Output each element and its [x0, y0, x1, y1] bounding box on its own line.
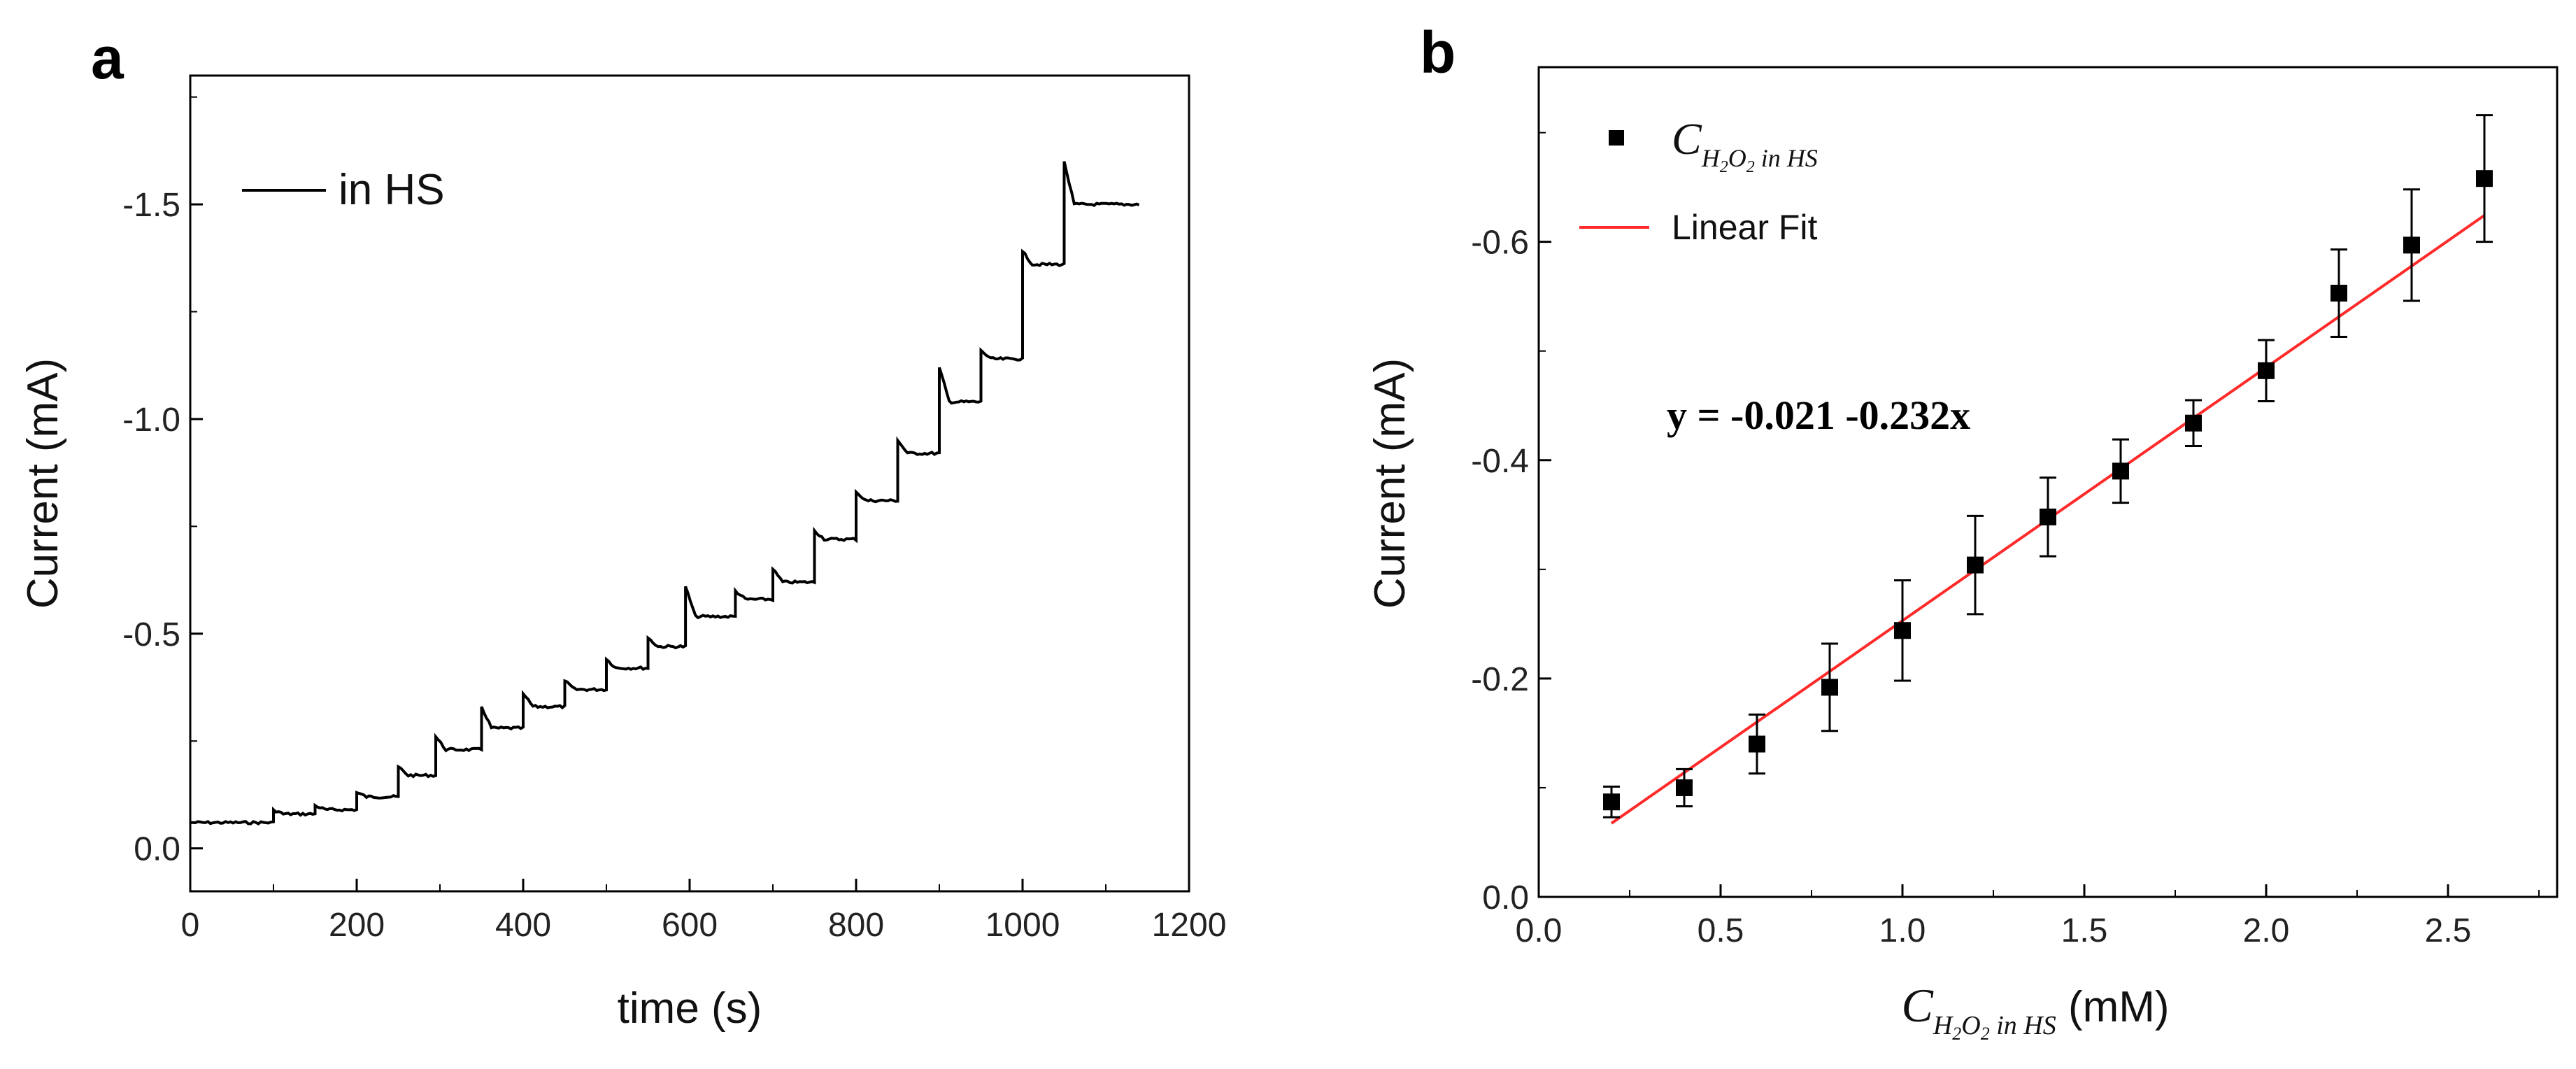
point-marker — [2403, 236, 2420, 254]
x-tick-label-b: 2.5 — [2425, 912, 2472, 949]
data-point — [2112, 438, 2129, 504]
point-marker — [1967, 556, 1984, 574]
data-point — [1603, 785, 1620, 819]
data-point — [1894, 579, 1911, 682]
legend-marker-square — [1609, 130, 1624, 146]
x-tick-label-a: 600 — [662, 907, 718, 944]
series-line-in-hs — [190, 161, 1140, 826]
x-tick-label-a: 800 — [828, 907, 884, 944]
data-points — [1603, 114, 2493, 819]
data-point — [2476, 114, 2493, 243]
legend-label-a: in HS — [339, 166, 445, 214]
x-tick-label-a: 400 — [495, 907, 551, 944]
data-point — [2185, 399, 2202, 448]
x-tick-label-b: 0.0 — [1516, 912, 1563, 949]
x-tick-label-a: 1000 — [985, 907, 1060, 944]
point-marker — [2258, 362, 2275, 379]
legend-label-concentration: CH2O2 in HS — [1672, 114, 1818, 176]
x-axis-title-a: time (s) — [618, 984, 762, 1033]
data-point — [2403, 188, 2420, 302]
x-tick-label-a: 1200 — [1152, 907, 1227, 944]
point-marker — [1821, 679, 1838, 696]
y-tick-label-a: -0.5 — [122, 616, 180, 653]
y-tick-label-a: -1.5 — [122, 187, 180, 224]
x-ticks-b: 0.0 0.5 1.0 1.5 2.0 2.5 — [1516, 884, 2540, 949]
panel-a: 0 200 400 600 800 1000 1200 0.0 -0.5 -1.0 -1.5 in… — [19, 74, 1227, 1033]
data-point — [1821, 642, 1838, 732]
x-tick-label-b: 0.5 — [1698, 912, 1744, 949]
y-axis-title-b: Current (mA) — [1366, 358, 1414, 609]
point-marker — [2185, 414, 2202, 432]
y-tick-label-b: -0.2 — [1471, 661, 1529, 698]
y-axis-title-a: Current (mA) — [19, 358, 67, 609]
point-marker — [1676, 779, 1693, 796]
point-marker — [2331, 285, 2347, 302]
panel-label-a: a — [91, 25, 124, 91]
data-point — [2040, 476, 2056, 558]
x-tick-label-a: 0 — [181, 907, 200, 944]
data-point — [1676, 767, 1693, 807]
x-tick-label-a: 200 — [329, 907, 385, 944]
x-ticks-a: 0 200 400 600 800 1000 1200 — [181, 879, 1227, 944]
point-marker — [1894, 622, 1911, 639]
panel-b: 0.0 0.5 1.0 1.5 2.0 2.5 0.0 -0.2 -0.4 -0.6 CH2O2… — [1366, 66, 2559, 1044]
x-axis-title-b: CH2O2 in HS (mM) — [1901, 979, 2169, 1044]
data-point — [1967, 514, 1984, 616]
data-point — [1749, 713, 1765, 775]
x-tick-label-b: 2.0 — [2243, 912, 2290, 949]
data-point — [2331, 248, 2347, 338]
x-tick-label-b: 1.0 — [1879, 912, 1926, 949]
y-tick-label-b: -0.4 — [1471, 443, 1529, 480]
y-tick-label-b: -0.6 — [1471, 225, 1529, 262]
point-marker — [2040, 508, 2056, 525]
y-tick-label-b: 0.0 — [1482, 879, 1529, 916]
legend-label-fit: Linear Fit — [1672, 208, 1818, 247]
data-point — [2258, 339, 2275, 403]
y-tick-label-a: 0.0 — [134, 831, 180, 868]
plot-frame-b — [1537, 66, 2559, 898]
panel-label-b: b — [1420, 20, 1456, 85]
y-ticks-b: 0.0 -0.2 -0.4 -0.6 — [1471, 132, 1551, 916]
point-marker — [1603, 793, 1620, 811]
x-tick-label-b: 1.5 — [2061, 912, 2108, 949]
y-tick-label-a: -1.0 — [122, 402, 180, 439]
point-marker — [2476, 170, 2493, 187]
point-marker — [1749, 735, 1765, 753]
point-marker — [2112, 462, 2129, 480]
fit-equation: y = -0.021 -0.232x — [1667, 392, 1970, 438]
y-ticks-a: 0.0 -0.5 -1.0 -1.5 — [122, 96, 203, 868]
